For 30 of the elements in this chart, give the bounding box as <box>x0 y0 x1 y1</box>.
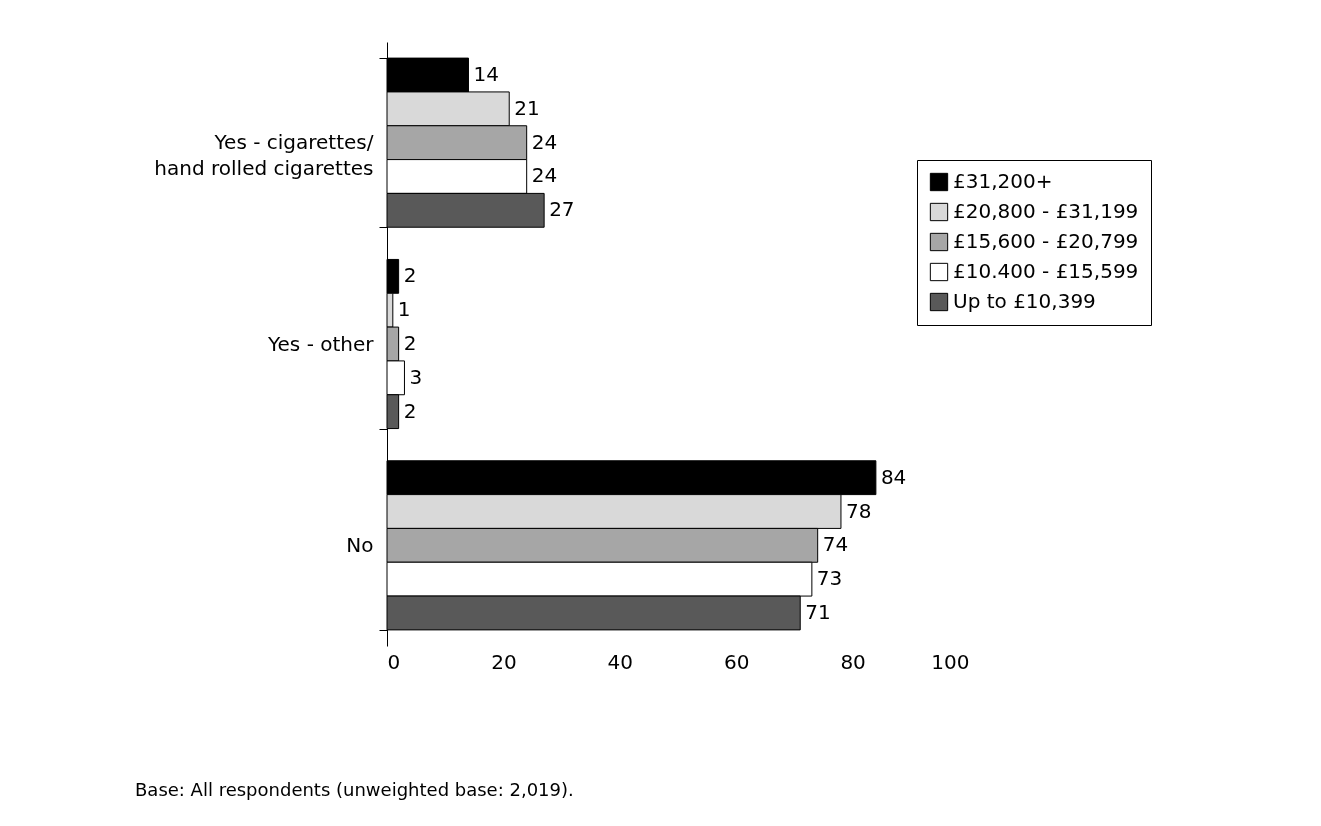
x-tick-label: 0 <box>387 649 401 674</box>
legend-label: £20,800 - £31,199 <box>953 199 1139 223</box>
x-tick-label: 40 <box>607 649 634 674</box>
legend-label: £31,200+ <box>953 169 1053 193</box>
x-tick-label: 60 <box>723 649 750 674</box>
data-label: 1 <box>397 297 411 322</box>
x-tick-label: 80 <box>840 649 866 674</box>
legend-label: £15,600 - £20,799 <box>953 229 1139 253</box>
data-label: 73 <box>816 566 843 591</box>
data-label: 71 <box>805 599 831 624</box>
y-tick-label: Yes - cigarettes/ hand rolled cigarettes <box>154 130 374 181</box>
data-label: 74 <box>822 532 849 557</box>
y-tick-label: Yes - other <box>267 331 375 356</box>
data-label: 27 <box>549 197 575 222</box>
data-label: 78 <box>845 498 872 523</box>
legend-label: £10.400 - £15,599 <box>953 259 1139 283</box>
data-label: 24 <box>531 163 558 188</box>
data-label: 14 <box>473 62 499 87</box>
text: Base: All respondents (unweighted base: 2,019). <box>135 779 574 800</box>
data-label: 24 <box>531 129 558 154</box>
data-label: 2 <box>403 331 417 355</box>
x-tick-label: 20 <box>491 649 517 674</box>
x-tick-label: 100 <box>931 649 970 674</box>
legend-label: Up to £10,399 <box>953 289 1096 313</box>
data-label: 84 <box>880 464 907 489</box>
y-tick-label: No <box>346 532 374 557</box>
data-label: 2 <box>403 398 417 423</box>
data-label: 21 <box>514 95 540 120</box>
data-label: 2 <box>403 263 417 288</box>
data-label: 3 <box>409 364 423 389</box>
